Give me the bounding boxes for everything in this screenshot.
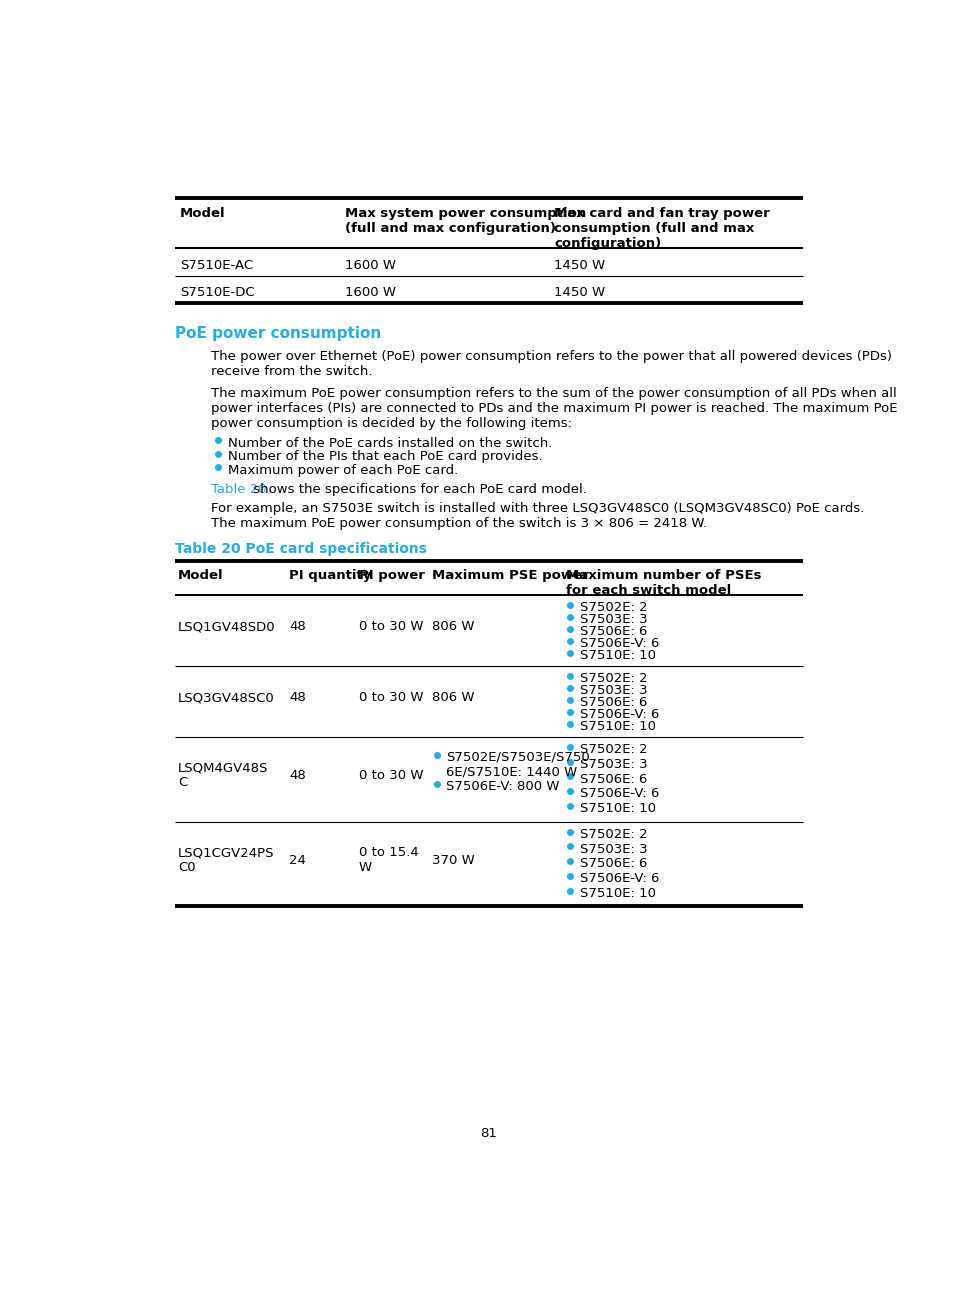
Text: 24: 24 <box>289 854 306 867</box>
Text: Model: Model <box>178 569 224 582</box>
Text: S7510E: 10: S7510E: 10 <box>579 802 655 815</box>
Text: LSQM4GV48S
C: LSQM4GV48S C <box>178 761 268 789</box>
Text: For example, an S7503E switch is installed with three LSQ3GV48SC0 (LSQM3GV48SC0): For example, an S7503E switch is install… <box>211 502 863 530</box>
Text: S7506E: 6: S7506E: 6 <box>579 772 646 785</box>
Text: Maximum power of each PoE card.: Maximum power of each PoE card. <box>228 464 457 477</box>
Text: S7506E: 6: S7506E: 6 <box>579 625 646 638</box>
Text: S7503E: 3: S7503E: 3 <box>579 613 646 626</box>
Text: S7506E-V: 800 W: S7506E-V: 800 W <box>446 780 559 793</box>
Text: Max card and fan tray power
consumption (full and max
configuration): Max card and fan tray power consumption … <box>554 207 769 250</box>
Text: S7502E: 2: S7502E: 2 <box>579 673 646 686</box>
Text: 48: 48 <box>289 769 305 781</box>
Text: 0 to 30 W: 0 to 30 W <box>358 621 423 634</box>
Text: S7503E: 3: S7503E: 3 <box>579 842 646 855</box>
Text: The maximum PoE power consumption refers to the sum of the power consumption of : The maximum PoE power consumption refers… <box>211 386 896 429</box>
Text: 0 to 30 W: 0 to 30 W <box>358 691 423 704</box>
Text: LSQ3GV48SC0: LSQ3GV48SC0 <box>178 691 274 704</box>
Text: S7502E: 2: S7502E: 2 <box>579 828 646 841</box>
Text: S7506E: 6: S7506E: 6 <box>579 696 646 709</box>
Text: 48: 48 <box>289 691 305 704</box>
Text: S7506E: 6: S7506E: 6 <box>579 857 646 871</box>
Text: Maximum PSE power: Maximum PSE power <box>432 569 589 582</box>
Text: 1450 W: 1450 W <box>554 259 604 272</box>
Text: S7502E: 2: S7502E: 2 <box>579 601 646 614</box>
Text: 1450 W: 1450 W <box>554 286 604 299</box>
Text: S7503E: 3: S7503E: 3 <box>579 684 646 697</box>
Text: S7502E/S7503E/S750
6E/S7510E: 1440 W: S7502E/S7503E/S750 6E/S7510E: 1440 W <box>446 750 590 779</box>
Text: S7506E-V: 6: S7506E-V: 6 <box>579 638 659 651</box>
Text: S7510E: 10: S7510E: 10 <box>579 886 655 899</box>
Text: Maximum number of PSEs
for each switch model: Maximum number of PSEs for each switch m… <box>565 569 760 597</box>
Text: 1600 W: 1600 W <box>344 286 395 299</box>
Text: 0 to 30 W: 0 to 30 W <box>358 769 423 781</box>
Text: 806 W: 806 W <box>432 691 475 704</box>
Text: 0 to 15.4
W: 0 to 15.4 W <box>358 846 418 874</box>
Text: S7502E: 2: S7502E: 2 <box>579 743 646 756</box>
Text: S7506E-V: 6: S7506E-V: 6 <box>579 872 659 885</box>
Text: Model: Model <box>179 207 225 220</box>
Text: 1600 W: 1600 W <box>344 259 395 272</box>
Text: 370 W: 370 W <box>432 854 475 867</box>
Text: LSQ1GV48SD0: LSQ1GV48SD0 <box>178 621 275 634</box>
Text: S7510E-DC: S7510E-DC <box>179 286 254 299</box>
Text: Table 20: Table 20 <box>211 483 266 496</box>
Text: 81: 81 <box>480 1128 497 1140</box>
Text: Max system power consumption
(full and max configuration): Max system power consumption (full and m… <box>344 207 585 235</box>
Text: S7510E-AC: S7510E-AC <box>179 259 253 272</box>
Text: PI quantity: PI quantity <box>289 569 371 582</box>
Text: Number of the PoE cards installed on the switch.: Number of the PoE cards installed on the… <box>228 437 552 450</box>
Text: S7510E: 10: S7510E: 10 <box>579 721 655 734</box>
Text: The power over Ethernet (PoE) power consumption refers to the power that all pow: The power over Ethernet (PoE) power cons… <box>211 350 891 377</box>
Text: shows the specifications for each PoE card model.: shows the specifications for each PoE ca… <box>249 483 587 496</box>
Text: Number of the PIs that each PoE card provides.: Number of the PIs that each PoE card pro… <box>228 451 542 464</box>
Text: PI power: PI power <box>358 569 424 582</box>
Text: S7503E: 3: S7503E: 3 <box>579 758 646 771</box>
Text: 48: 48 <box>289 621 305 634</box>
Text: 806 W: 806 W <box>432 621 475 634</box>
Text: S7506E-V: 6: S7506E-V: 6 <box>579 708 659 721</box>
Text: PoE power consumption: PoE power consumption <box>174 327 381 341</box>
Text: S7510E: 10: S7510E: 10 <box>579 649 655 662</box>
Text: LSQ1CGV24PS
C0: LSQ1CGV24PS C0 <box>178 846 274 874</box>
Text: S7506E-V: 6: S7506E-V: 6 <box>579 788 659 801</box>
Text: Table 20 PoE card specifications: Table 20 PoE card specifications <box>174 542 427 556</box>
